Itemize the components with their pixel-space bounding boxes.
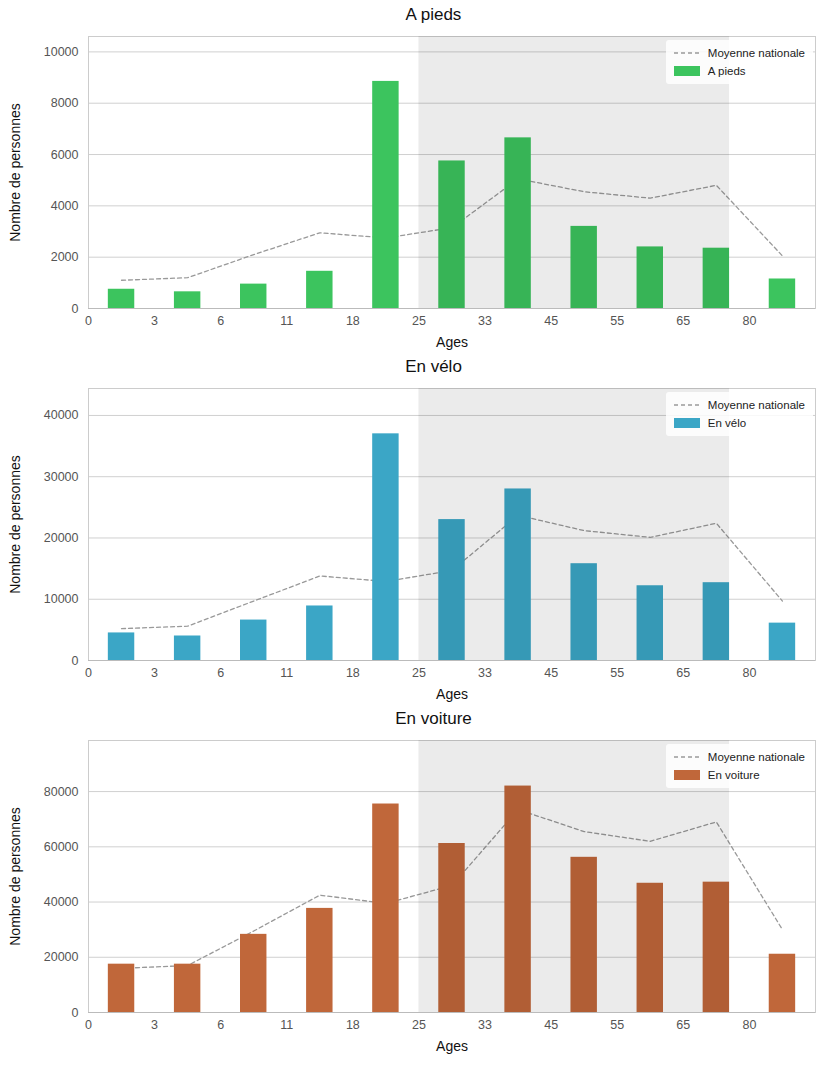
- svg-text:Ages: Ages: [436, 334, 468, 350]
- svg-text:20000: 20000: [44, 950, 79, 964]
- svg-text:33: 33: [478, 314, 492, 328]
- svg-text:3: 3: [151, 314, 158, 328]
- svg-text:30000: 30000: [44, 470, 79, 484]
- svg-text:40000: 40000: [44, 408, 79, 422]
- html-text:Moyenne nationale: Moyenne nationale: [707, 751, 805, 763]
- svg-text:10000: 10000: [44, 592, 79, 606]
- svg-text:20000: 20000: [44, 531, 79, 545]
- svg-text:6: 6: [217, 314, 224, 328]
- svg-text:Nombre de personnes: Nombre de personnes: [7, 455, 23, 594]
- svg-text:55: 55: [610, 1018, 624, 1032]
- svg-text:0: 0: [72, 654, 79, 668]
- svg-text:55: 55: [610, 314, 624, 328]
- svg-text:2000: 2000: [51, 250, 79, 264]
- svg-text:80: 80: [742, 666, 756, 680]
- svg-text:11: 11: [280, 1018, 293, 1032]
- svg-text:Ages: Ages: [436, 1038, 468, 1054]
- svg-text:25: 25: [412, 314, 426, 328]
- svg-text:10000: 10000: [44, 45, 79, 59]
- svg-text:0: 0: [72, 302, 79, 316]
- svg-text:4000: 4000: [51, 199, 79, 213]
- svg-text:65: 65: [676, 1018, 690, 1032]
- html-text:En vélo: En vélo: [707, 417, 747, 429]
- svg-text:11: 11: [280, 666, 293, 680]
- svg-text:6000: 6000: [51, 148, 79, 162]
- svg-text:0: 0: [72, 1006, 79, 1020]
- svg-text:45: 45: [544, 314, 558, 328]
- svg-text:8000: 8000: [51, 96, 79, 110]
- svg-text:45: 45: [544, 666, 558, 680]
- svg-text:55: 55: [610, 666, 624, 680]
- html-text:A pieds: A pieds: [707, 65, 746, 77]
- svg-text:40000: 40000: [44, 895, 79, 909]
- html-text:Moyenne nationale: Moyenne nationale: [707, 47, 805, 59]
- svg-text:18: 18: [346, 666, 360, 680]
- html-text:En voiture: En voiture: [395, 709, 472, 728]
- svg-text:25: 25: [412, 666, 426, 680]
- svg-text:45: 45: [544, 1018, 558, 1032]
- svg-text:65: 65: [676, 666, 690, 680]
- svg-text:0: 0: [85, 1018, 92, 1032]
- svg-text:11: 11: [280, 314, 293, 328]
- svg-text:Nombre de personnes: Nombre de personnes: [7, 103, 23, 242]
- svg-text:6: 6: [217, 666, 224, 680]
- svg-text:80000: 80000: [44, 785, 79, 799]
- svg-text:60000: 60000: [44, 840, 79, 854]
- svg-text:0: 0: [85, 666, 92, 680]
- svg-text:0: 0: [85, 314, 92, 328]
- svg-text:Nombre de personnes: Nombre de personnes: [7, 807, 23, 946]
- svg-text:80: 80: [742, 1018, 756, 1032]
- html-text:En voiture: En voiture: [707, 769, 760, 781]
- svg-text:33: 33: [478, 1018, 492, 1032]
- svg-text:Ages: Ages: [436, 686, 468, 702]
- html-text:En vélo: En vélo: [405, 357, 462, 376]
- html-text:A pieds: A pieds: [405, 5, 462, 24]
- svg-text:18: 18: [346, 1018, 360, 1032]
- svg-text:3: 3: [151, 1018, 158, 1032]
- svg-text:18: 18: [346, 314, 360, 328]
- svg-text:6: 6: [217, 1018, 224, 1032]
- svg-text:25: 25: [412, 1018, 426, 1032]
- svg-text:3: 3: [151, 666, 158, 680]
- svg-text:33: 33: [478, 666, 492, 680]
- svg-text:80: 80: [742, 314, 756, 328]
- html-text:Moyenne nationale: Moyenne nationale: [707, 399, 805, 411]
- svg-text:65: 65: [676, 314, 690, 328]
